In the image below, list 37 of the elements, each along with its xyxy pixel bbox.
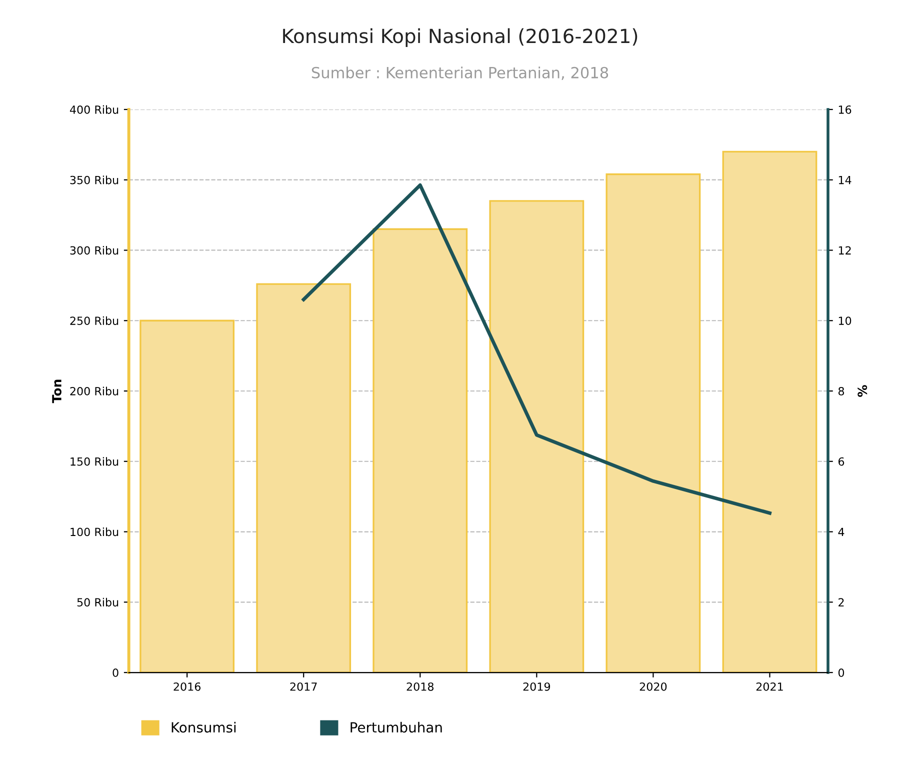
x-tick-label: 2021	[756, 682, 783, 691]
y-tick-label: 200 Ribu	[70, 386, 118, 396]
x-tick-label: 2017	[290, 682, 317, 691]
y-tick-label: 0	[112, 668, 118, 677]
x-tick-label: 2019	[523, 682, 550, 691]
y2-axis-title: %	[858, 385, 868, 397]
legend-label: Konsumsi	[172, 722, 236, 733]
bar	[140, 320, 235, 673]
bar	[722, 150, 818, 673]
chart-title: Konsumsi Kopi Nasional (2016-2021)	[283, 28, 638, 48]
y-tick-label: 100 Ribu	[70, 528, 118, 536]
bar	[256, 283, 352, 673]
chart-subtitle: Sumber : Kementerian Pertanian, 2018	[312, 66, 608, 80]
y-tick-label: 400 Ribu	[70, 105, 118, 114]
y-axis-title: Ton	[52, 380, 62, 404]
y2-tick-label: 0	[838, 668, 844, 677]
y-tick-label: 250 Ribu	[70, 316, 118, 325]
y-tick-label: 300 Ribu	[70, 246, 118, 255]
y2-tick-label: 2	[838, 598, 844, 606]
y2-tick-label: 16	[838, 105, 852, 114]
y2-tick-label: 12	[838, 246, 851, 254]
y-tick-label: 150 Ribu	[70, 457, 118, 466]
y-tick-label: 350 Ribu	[70, 176, 118, 184]
bar	[606, 173, 701, 673]
x-tick-label: 2016	[174, 682, 201, 691]
legend-label: Pertumbuhan	[350, 722, 442, 733]
x-tick-label: 2020	[640, 682, 667, 691]
y2-tick-label: 10	[838, 316, 852, 325]
y2-tick-label: 8	[838, 386, 844, 396]
y2-tick-label: 14	[838, 176, 852, 184]
y2-tick-label: 6	[838, 457, 844, 466]
line-series	[302, 183, 772, 515]
x-tick-label: 2018	[406, 682, 434, 691]
bar	[372, 228, 468, 673]
bar	[489, 200, 584, 673]
y-tick-label: 50 Ribu	[77, 598, 118, 607]
y2-tick-label: 4	[838, 528, 844, 536]
